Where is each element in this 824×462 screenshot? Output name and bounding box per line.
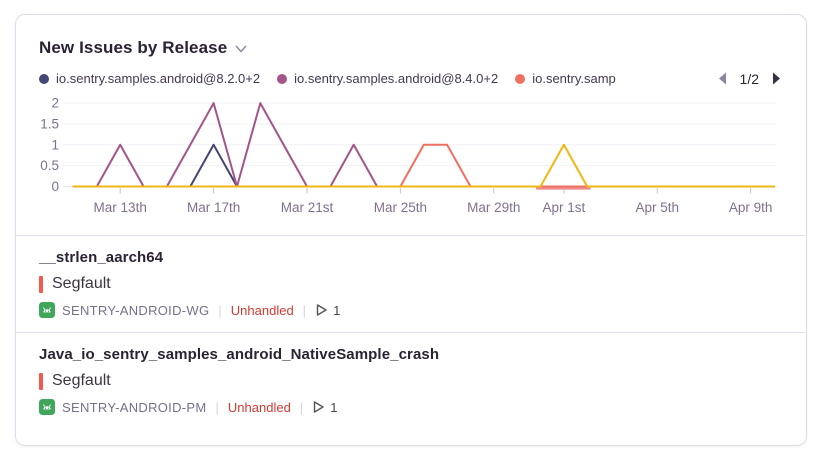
replay-count-value: 1 <box>333 302 341 318</box>
issue-meta-row: SENTRY-ANDROID-WG | Unhandled | 1 <box>39 302 783 318</box>
replay-count: 1 <box>315 303 340 318</box>
chevron-down-icon <box>234 42 248 56</box>
section-divider <box>16 235 806 236</box>
x-axis-tick-label: Mar 13th <box>94 200 147 215</box>
issue-title-link[interactable]: Java_io_sentry_samples_android_NativeSam… <box>39 346 440 363</box>
legend-prev-button[interactable] <box>716 71 729 86</box>
legend-series-dot-icon <box>277 73 288 84</box>
project-short-id: SENTRY-ANDROID-PM <box>62 399 207 415</box>
android-platform-icon <box>39 399 55 415</box>
legend-series-label: io.sentry.samples.android@8.2.0+2 <box>56 71 261 86</box>
widget-header[interactable]: New Issues by Release <box>16 15 806 60</box>
issue-culprit: Segfault <box>52 372 111 389</box>
replay-count: 1 <box>312 400 337 415</box>
new-issues-by-release-widget: New Issues by Release io.sentry.samples.… <box>15 14 807 446</box>
release-line-chart[interactable]: 0 0.5 1 1.5 2 Mar 13th Mar 17th Mar 21st Mar 25t… <box>16 93 806 225</box>
legend-series-label: io.sentry.samp <box>532 71 616 86</box>
issue-culprit: Segfault <box>52 275 111 292</box>
widget-title[interactable]: New Issues by Release <box>39 38 228 57</box>
x-axis-tick-label: Apr 5th <box>635 200 679 215</box>
issue-row: __strlen_aarch64 Segfault SENTRY-ANDROID-W… <box>16 236 806 332</box>
x-axis-tick-label: Mar 17th <box>187 200 240 215</box>
y-axis-tick-label: 1 <box>51 137 59 152</box>
unhandled-tag: Unhandled <box>227 399 291 415</box>
issue-level-row: Segfault <box>39 275 783 293</box>
legend-series-label: io.sentry.samples.android@8.4.0+2 <box>294 71 499 86</box>
error-level-bar <box>39 275 43 293</box>
issue-title-link[interactable]: __strlen_aarch64 <box>39 249 164 266</box>
legend-item[interactable]: io.sentry.samp <box>515 71 616 86</box>
x-axis-tick-label: Mar 25th <box>374 200 427 215</box>
y-axis-tick-label: 0 <box>51 179 59 194</box>
meta-separator: | <box>218 302 222 318</box>
issue-divider <box>16 332 806 333</box>
android-platform-icon <box>39 302 55 318</box>
meta-separator: | <box>299 399 304 415</box>
legend-page-indicator: 1/2 <box>739 70 759 87</box>
replay-count-value: 1 <box>330 399 338 415</box>
y-axis-tick-label: 2 <box>51 96 59 111</box>
x-axis-tick-label: Mar 29th <box>467 200 520 215</box>
x-axis-tick-label: Apr 1st <box>542 200 585 215</box>
caret-right-icon <box>773 72 780 85</box>
x-axis-tick-label: Apr 9th <box>729 200 773 215</box>
issue-list: __strlen_aarch64 Segfault SENTRY-ANDROID-W… <box>16 236 806 429</box>
issue-row: Java_io_sentry_samples_android_NativeSam… <box>16 333 806 429</box>
legend-item[interactable]: io.sentry.samples.android@8.2.0+2 <box>39 71 260 86</box>
chart-legend: io.sentry.samples.android@8.2.0+2 io.sent… <box>39 69 783 88</box>
project-short-id: SENTRY-ANDROID-WG <box>62 302 210 318</box>
meta-separator: | <box>302 302 307 318</box>
legend-series-dot-icon <box>39 73 49 84</box>
unhandled-tag: Unhandled <box>230 302 294 318</box>
x-axis-tick-label: Mar 21st <box>281 200 334 215</box>
issue-meta-row: SENTRY-ANDROID-PM | Unhandled | 1 <box>39 399 783 415</box>
replay-play-icon <box>315 303 328 317</box>
error-level-bar <box>39 372 43 390</box>
y-axis-tick-label: 0.5 <box>40 158 59 173</box>
issue-level-row: Segfault <box>39 372 783 390</box>
y-axis-tick-label: 1.5 <box>40 116 59 131</box>
caret-left-icon <box>718 72 726 85</box>
legend-pagination: 1/2 <box>716 71 783 87</box>
chart-series-line <box>72 143 775 188</box>
legend-next-button[interactable] <box>770 71 783 86</box>
legend-item[interactable]: io.sentry.samples.android@8.4.0+2 <box>277 71 498 86</box>
replay-play-icon <box>312 400 325 414</box>
legend-series-dot-icon <box>515 73 526 84</box>
chart-area[interactable]: 0 0.5 1 1.5 2 Mar 13th Mar 17th Mar 21st Mar 25t… <box>16 93 806 230</box>
meta-separator: | <box>215 399 219 415</box>
